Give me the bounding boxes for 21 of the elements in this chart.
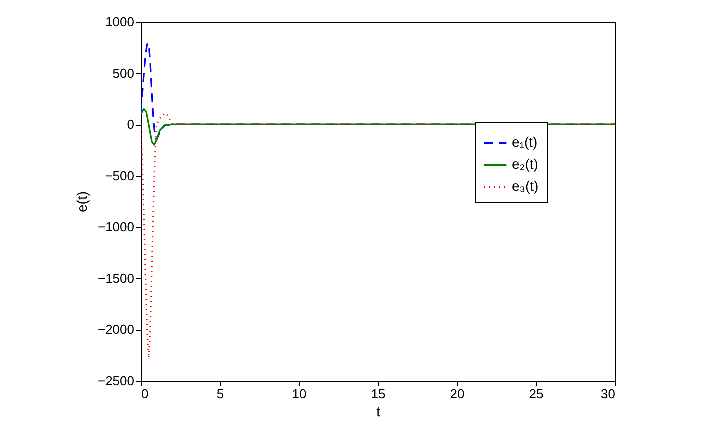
legend-label: e₁(t) [512, 134, 538, 150]
legend-label: e₃(t) [512, 178, 539, 194]
x-tick-label: 10 [292, 386, 307, 402]
y-tick-label: 500 [112, 66, 134, 81]
y-tick-label: −2000 [98, 322, 134, 338]
y-tick-label: −2500 [98, 374, 134, 388]
y-tick-label: 1000 [106, 14, 134, 30]
legend-label: e₂(t) [512, 156, 538, 172]
x-axis-title: t [376, 404, 381, 420]
y-tick-label: 0 [127, 117, 134, 132]
x-tick-label: 20 [450, 386, 465, 402]
x-tick-label: 15 [371, 386, 386, 402]
x-tick-label: 0 [142, 386, 149, 402]
line-series [141, 112, 615, 360]
x-tick-label: 25 [529, 386, 544, 402]
y-tick-label: −500 [105, 168, 134, 184]
y-tick-label: −1500 [98, 270, 134, 286]
y-tick-label: −1000 [98, 220, 134, 235]
y-axis-title: e(t) [74, 192, 90, 212]
x-tick-label: 30 [601, 386, 616, 402]
x-tick-label: 5 [216, 386, 224, 402]
